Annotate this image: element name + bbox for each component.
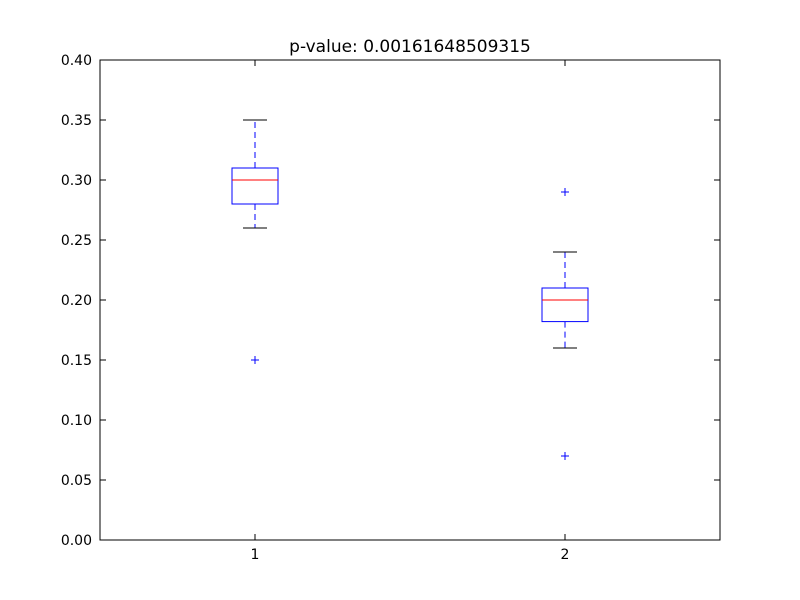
outlier-marker	[561, 188, 569, 196]
y-tick-label: 0.05	[61, 473, 92, 489]
plot-area: 0.00 0.05 0.10 0.15 0.20 0.25 0.30 0.35 0.40 1 2	[61, 53, 720, 563]
y-tick-label: 0.10	[61, 413, 92, 429]
chart-title: p-value: 0.00161648509315	[289, 37, 531, 57]
y-tick-label: 0.30	[61, 173, 92, 189]
y-tick-label: 0.20	[61, 293, 92, 309]
y-tick-label: 0.15	[61, 353, 92, 369]
y-tick-label: 0.40	[61, 53, 92, 69]
y-tick-label: 0.35	[61, 113, 92, 129]
x-tick-label: 1	[251, 547, 260, 563]
x-tick-label: 2	[561, 547, 570, 563]
y-tick-label: 0.00	[61, 533, 92, 549]
outlier-marker	[561, 452, 569, 460]
y-tick-label: 0.25	[61, 233, 92, 249]
outlier-marker	[251, 356, 259, 364]
axes-frame	[99, 59, 721, 541]
box	[231, 167, 279, 205]
box	[541, 287, 589, 323]
